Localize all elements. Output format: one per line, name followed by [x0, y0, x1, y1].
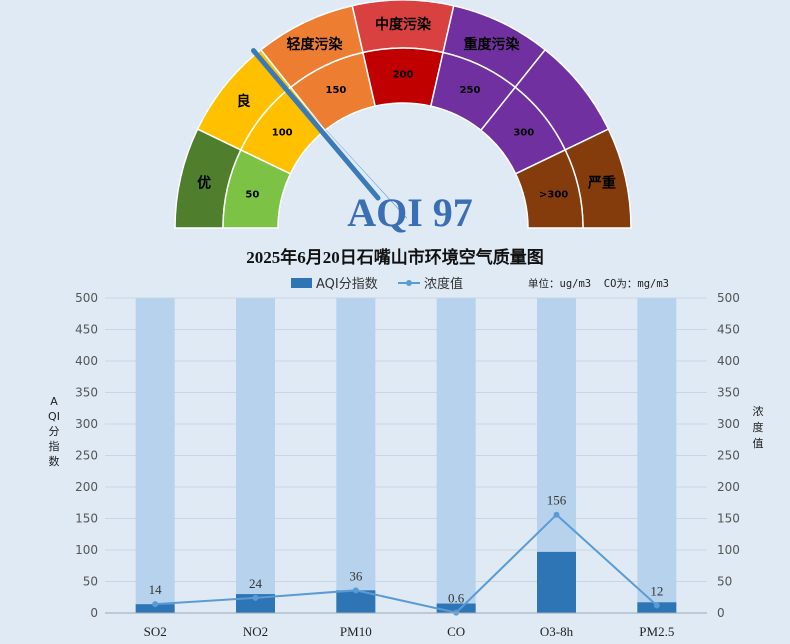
y-tick-label: 350 [75, 386, 98, 400]
legend: AQI分指数 浓度值 [291, 276, 463, 292]
chart-title: 2025年6月20日石嘴山市环境空气质量图 [246, 248, 544, 267]
gauge-tick-label: 150 [326, 85, 347, 96]
aqi-value-label: AQI 97 [347, 190, 473, 235]
y2-tick-label: 250 [717, 449, 740, 463]
y-tick-label: 450 [75, 323, 98, 337]
y2-tick-label: 400 [717, 354, 740, 368]
concentration-point [653, 602, 660, 609]
y2-tick-label: 500 [717, 291, 740, 305]
data-label: 0.6 [448, 591, 465, 606]
data-label: 156 [547, 493, 567, 508]
x-tick-label: NO2 [243, 624, 268, 639]
x-tick-label: SO2 [144, 624, 167, 639]
y-tick-label: 100 [75, 543, 98, 557]
y-tick-label: 150 [75, 512, 98, 526]
y-tick-label: 250 [75, 449, 98, 463]
data-label: 14 [149, 582, 163, 597]
y-tick-label: 300 [75, 417, 98, 431]
bar-background [436, 298, 476, 613]
gauge-band-label: 优 [197, 175, 211, 192]
y2-tick-label: 100 [717, 543, 740, 557]
legend-label-aqi: AQI分指数 [316, 277, 378, 292]
bar-background [637, 298, 677, 613]
concentration-line [155, 513, 658, 614]
bar-aqi [436, 603, 476, 613]
gauge-band-label: 重度污染 [464, 36, 521, 53]
aqi-gauge: 优 50 良 100 轻度污染 150 中度污染 200 重度污染 250 300 严重 >300 AQ… [174, 0, 632, 235]
x-tick-label: CO [447, 624, 465, 639]
concentration-point [352, 587, 359, 594]
x-tick-label: O3-8h [540, 624, 574, 639]
gauge-tick-label: 100 [272, 128, 293, 139]
right-axis-title: 浓度值 [752, 405, 764, 450]
gauge-band-label: 严重 [587, 175, 616, 192]
bar-aqi [336, 590, 376, 613]
bar-background [336, 298, 376, 613]
left-axis-title: AQI分指数 [48, 395, 60, 468]
bar-background [236, 298, 275, 613]
y-tick-label: 500 [75, 291, 98, 305]
concentration-point [152, 601, 159, 608]
data-label: 36 [349, 568, 363, 583]
legend-marker-concentration [406, 280, 412, 286]
y2-tick-label: 200 [717, 480, 740, 494]
gauge-band-inner-7 [514, 148, 584, 229]
data-label: 24 [249, 576, 263, 591]
y2-tick-label: 150 [717, 512, 740, 526]
y2-tick-label: 50 [717, 575, 732, 589]
y-tick-label: 200 [75, 480, 98, 494]
unit-note: 单位：ug/m3 CO为：mg/m3 [528, 277, 669, 290]
bar-aqi [135, 604, 175, 613]
gauge-tick-label: 300 [513, 128, 534, 139]
y-tick-label: 0 [90, 606, 98, 620]
y-tick-label: 400 [75, 354, 98, 368]
gauge-needle-shaft [251, 48, 381, 201]
data-label: 12 [650, 583, 663, 598]
y-tick-label: 50 [83, 575, 98, 589]
concentration-point [252, 594, 259, 601]
concentration-point [553, 511, 560, 518]
gauge-tick-label: >300 [539, 190, 568, 201]
x-tick-label: PM2.5 [639, 624, 674, 639]
gauge-tick-label: 50 [245, 190, 259, 201]
legend-label-concentration: 浓度值 [424, 276, 463, 292]
x-tick-label: PM10 [340, 624, 372, 639]
gauge-tick-label: 250 [460, 85, 481, 96]
y2-tick-label: 300 [717, 417, 740, 431]
y2-tick-label: 350 [717, 386, 740, 400]
y2-tick-label: 0 [717, 606, 725, 620]
gauge-tick-label: 200 [393, 70, 414, 81]
y2-tick-label: 450 [717, 323, 740, 337]
gauge-band-label: 中度污染 [375, 16, 432, 33]
gauge-band-label: 轻度污染 [286, 36, 343, 53]
gauge-band-label: 良 [237, 93, 251, 110]
bar-aqi [537, 551, 576, 613]
bar-background [135, 298, 175, 613]
legend-swatch-aqi [291, 278, 312, 288]
